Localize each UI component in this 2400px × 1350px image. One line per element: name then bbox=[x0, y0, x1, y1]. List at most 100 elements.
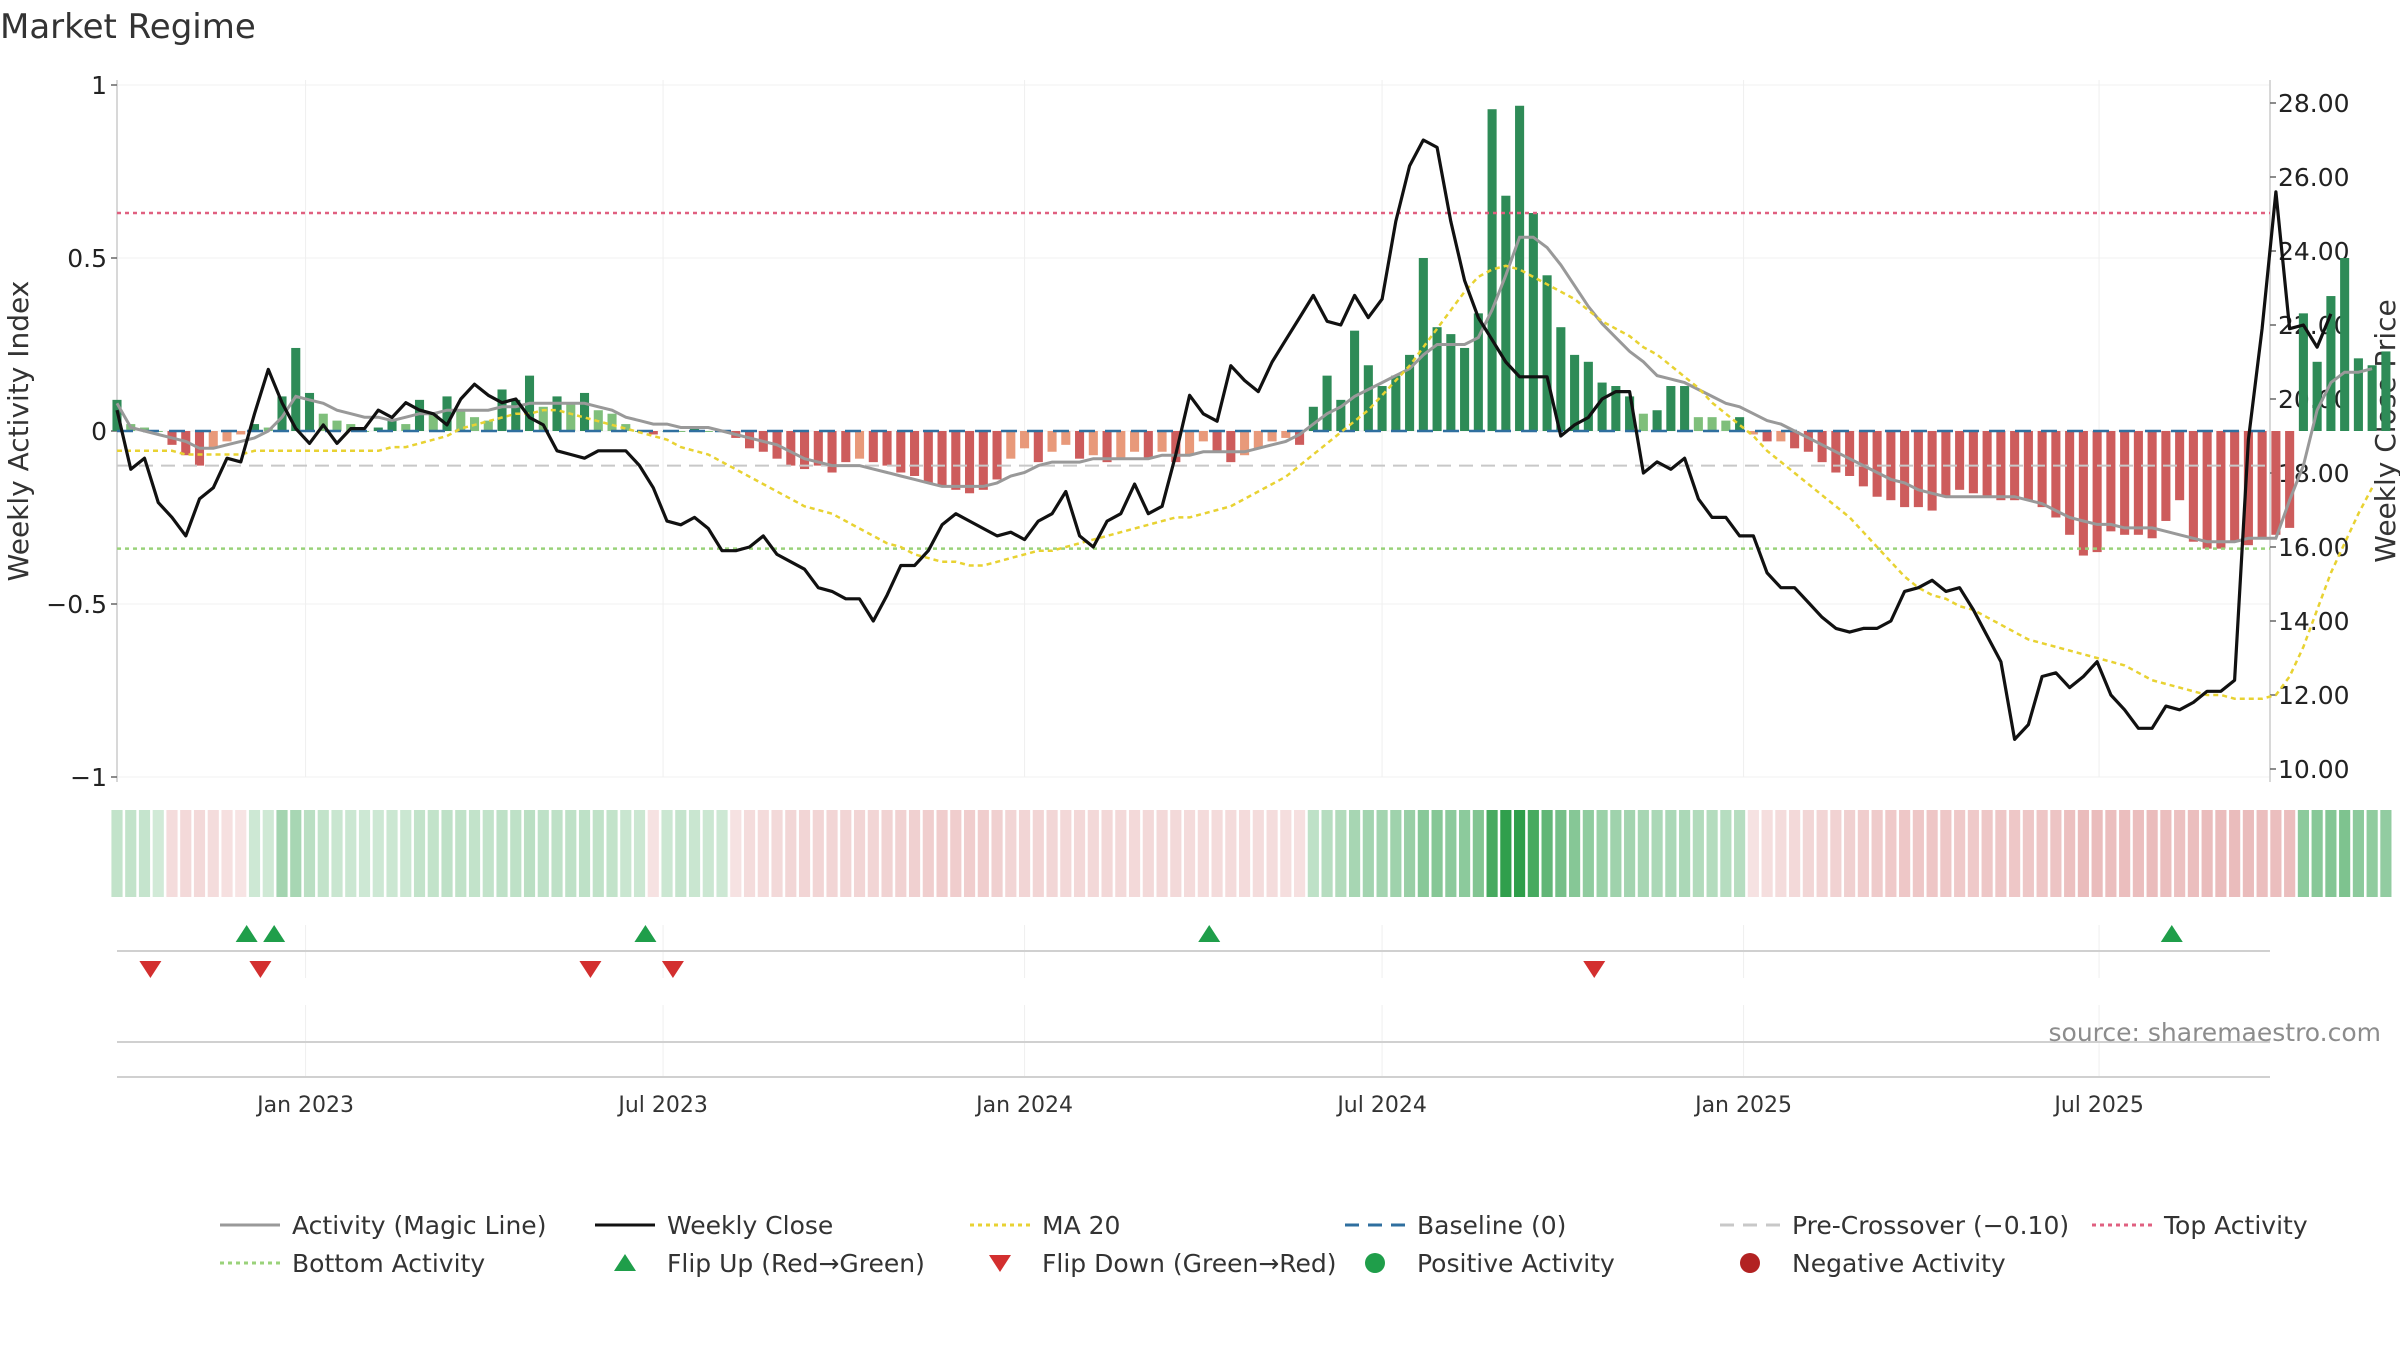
x-tick-label: Jan 2025 bbox=[1693, 1093, 1792, 1118]
activity-bar bbox=[1487, 109, 1497, 431]
regime-strip-cell bbox=[1404, 810, 1416, 897]
regime-strip-cell bbox=[1238, 810, 1251, 897]
regime-strip-cell bbox=[675, 810, 687, 897]
regime-strip-cell bbox=[2215, 810, 2227, 897]
activity-bar bbox=[800, 431, 810, 470]
regime-strip-cell bbox=[1926, 810, 1938, 897]
legend-item: Pre-Crossover (−0.10) bbox=[1720, 1211, 2069, 1240]
regime-strip-cell bbox=[276, 810, 288, 897]
activity-bar bbox=[1047, 431, 1057, 452]
regime-strip-cell bbox=[950, 810, 962, 897]
activity-bar bbox=[1611, 386, 1621, 431]
regime-strip-cell bbox=[372, 810, 384, 897]
activity-bar bbox=[1528, 213, 1538, 431]
right-tick-label: 16.00 bbox=[2278, 533, 2350, 562]
activity-bar bbox=[1790, 431, 1800, 449]
flip-down-marker bbox=[579, 961, 602, 978]
regime-strip-cell bbox=[207, 810, 219, 897]
regime-strip-cell bbox=[1844, 810, 1856, 897]
regime-strip-cell bbox=[2366, 810, 2378, 897]
activity-bar bbox=[1171, 431, 1181, 463]
activity-bar bbox=[1625, 396, 1635, 431]
activity-bar bbox=[1295, 431, 1305, 445]
activity-bar bbox=[1556, 327, 1566, 431]
regime-strip-cell bbox=[1225, 810, 1237, 897]
flip-down-marker bbox=[139, 961, 162, 978]
activity-bar bbox=[923, 431, 933, 483]
activity-bar bbox=[428, 413, 438, 431]
activity-bar bbox=[1473, 313, 1483, 431]
legend-label: Positive Activity bbox=[1417, 1249, 1615, 1278]
left-tick-label: 1 bbox=[91, 71, 107, 100]
activity-bar bbox=[2078, 431, 2088, 556]
regime-strip-cell bbox=[785, 810, 797, 897]
regime-strip-cell bbox=[1761, 810, 1773, 897]
regime-strip-cell bbox=[193, 810, 206, 897]
regime-strip-cell bbox=[1101, 810, 1113, 897]
activity-bar bbox=[1033, 431, 1043, 463]
regime-strip-cell bbox=[1596, 810, 1608, 897]
activity-bar bbox=[483, 420, 493, 431]
activity-bar bbox=[1432, 327, 1442, 431]
regime-strip-cell bbox=[468, 810, 481, 897]
regime-strip-cell bbox=[867, 810, 879, 897]
activity-bar bbox=[579, 392, 590, 431]
left-tick-label: −1 bbox=[70, 763, 107, 792]
regime-strip-cell bbox=[331, 810, 343, 897]
regime-strip-cell bbox=[1720, 810, 1732, 897]
regime-strip-cell bbox=[111, 810, 123, 897]
regime-strip-cell bbox=[1610, 810, 1622, 897]
regime-strip-cell bbox=[1046, 810, 1058, 897]
regime-strip-cell bbox=[922, 810, 934, 897]
regime-strip-cell bbox=[1266, 810, 1278, 897]
regime-strip-cell bbox=[991, 810, 1003, 897]
regime-strip-cell bbox=[2036, 810, 2048, 897]
activity-bar bbox=[2271, 431, 2281, 535]
activity-bar bbox=[1405, 354, 1415, 431]
regime-strip-cell bbox=[386, 810, 398, 897]
flip-up-marker bbox=[263, 925, 286, 942]
activity-bar bbox=[1776, 431, 1786, 442]
activity-bar bbox=[1762, 431, 1772, 442]
legend-label: Negative Activity bbox=[1792, 1249, 2006, 1278]
activity-bar bbox=[607, 413, 617, 431]
regime-strip-cell bbox=[1802, 810, 1814, 897]
regime-strip-cell bbox=[400, 810, 412, 897]
regime-strip-cell bbox=[496, 810, 508, 897]
activity-bar bbox=[2051, 431, 2061, 518]
activity-bar bbox=[2326, 296, 2336, 431]
activity-bar bbox=[2340, 258, 2350, 431]
regime-strip-cell bbox=[1115, 810, 1127, 897]
regime-strip-cell bbox=[592, 810, 604, 897]
regime-strip-cell bbox=[2105, 810, 2117, 897]
regime-strip-cell bbox=[1321, 810, 1333, 897]
activity-bar bbox=[1501, 195, 1511, 431]
activity-bar bbox=[538, 406, 548, 431]
regime-strip-cell bbox=[1280, 810, 1292, 897]
ma20-line bbox=[117, 264, 2374, 700]
regime-strip-cell bbox=[2256, 810, 2268, 897]
regime-strip-cell bbox=[345, 810, 357, 897]
regime-strip-cell bbox=[1417, 810, 1429, 897]
activity-bar bbox=[2147, 431, 2157, 539]
regime-strip-cell bbox=[510, 810, 522, 897]
activity-bar bbox=[2188, 431, 2198, 542]
activity-bar bbox=[2243, 431, 2253, 546]
regime-strip-cell bbox=[2201, 810, 2213, 897]
regime-strip-cell bbox=[1307, 810, 1319, 897]
activity-bar bbox=[2353, 358, 2363, 431]
legend-item: Top Activity bbox=[2092, 1211, 2308, 1240]
regime-strip-cell bbox=[1197, 810, 1209, 897]
right-tick-label: 26.00 bbox=[2278, 163, 2350, 192]
regime-strip-cell bbox=[1087, 810, 1099, 897]
regime-strip-cell bbox=[688, 810, 701, 897]
regime-strip-cell bbox=[482, 810, 494, 897]
activity-bar bbox=[2037, 431, 2047, 508]
activity-bar bbox=[1955, 431, 1965, 490]
legend-triangle-up-icon bbox=[614, 1254, 636, 1271]
regime-strip-cell bbox=[1679, 810, 1691, 897]
right-tick-label: 28.00 bbox=[2278, 89, 2350, 118]
x-tick-label: Jul 2023 bbox=[616, 1093, 708, 1118]
legend-item: Baseline (0) bbox=[1345, 1211, 1566, 1240]
legend-item: Positive Activity bbox=[1365, 1249, 1615, 1278]
